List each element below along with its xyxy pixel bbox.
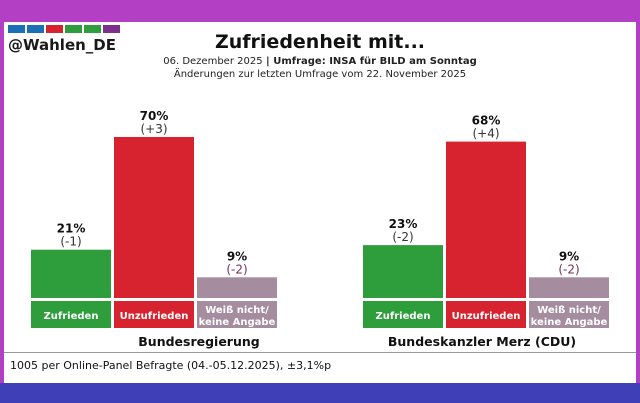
logo-block-4 — [84, 25, 101, 33]
logo-block-1 — [27, 25, 44, 33]
bottom-band — [0, 383, 640, 403]
poll-date: 06. Dezember 2025 — [163, 56, 263, 67]
group-title-bundesregierung: Bundesregierung — [138, 334, 260, 349]
chart-card: @Wahlen_DE Zufriedenheit mit... 06. Deze… — [4, 22, 636, 383]
subtitle-line: 06. Dezember 2025 | Umfrage: INSA für BI… — [4, 56, 636, 67]
change-label-g1-zufrieden: (-2) — [392, 230, 413, 244]
footer-divider — [4, 352, 636, 353]
logo-block-3 — [65, 25, 82, 33]
value-label-g1-unzufrieden: 68% — [472, 114, 501, 128]
change-label-g1-unzufrieden: (+4) — [472, 127, 499, 141]
logo-block-2 — [46, 25, 63, 33]
change-label-g1-weiss_nicht: (-2) — [558, 262, 579, 276]
category-box-g0-unzufrieden — [114, 301, 194, 328]
bar-g1-weiss_nicht — [529, 277, 609, 298]
chart-title: Zufriedenheit mit... — [214, 31, 426, 53]
poll-source: Umfrage: INSA für BILD am Sonntag — [273, 56, 477, 67]
category-box-g0-zufrieden — [31, 301, 111, 328]
category-label-line2-g1-weiss_nicht: keine Angabe — [531, 317, 608, 328]
change-label-g0-unzufrieden: (+3) — [140, 122, 167, 136]
value-label-g1-zufrieden: 23% — [389, 217, 418, 231]
value-label-g1-weiss_nicht: 9% — [559, 249, 579, 263]
category-label-line1-g1-weiss_nicht: Weiß nicht/ — [537, 305, 601, 316]
category-label-line1-g0-weiss_nicht: Weiß nicht/ — [205, 305, 269, 316]
bar-g0-weiss_nicht — [197, 277, 277, 298]
bar-g0-zufrieden — [31, 249, 111, 298]
value-label-g0-weiss_nicht: 9% — [227, 249, 247, 263]
change-label-g0-weiss_nicht: (-2) — [226, 262, 247, 276]
category-label-g0-unzufrieden: Unzufrieden — [120, 311, 189, 322]
logo-color-strip — [8, 25, 120, 33]
bar-g1-zufrieden — [363, 245, 443, 298]
bar-g0-unzufrieden — [114, 137, 194, 298]
bar-g1-unzufrieden — [446, 141, 526, 298]
category-box-g1-weiss_nicht — [529, 301, 609, 328]
account-handle: @Wahlen_DE — [8, 36, 117, 54]
category-label-line2-g0-weiss_nicht: keine Angabe — [199, 317, 276, 328]
logo-block-0 — [8, 25, 25, 33]
category-box-g0-weiss_nicht — [197, 301, 277, 328]
bar-chart: 21%(-1)Zufrieden70%(+3)Unzufrieden9%(-2)… — [31, 109, 609, 328]
changes-note: Änderungen zur letzten Umfrage vom 22. N… — [173, 69, 467, 80]
category-label-g1-unzufrieden: Unzufrieden — [452, 311, 521, 322]
category-box-g1-zufrieden — [363, 301, 443, 328]
change-label-g0-zufrieden: (-1) — [60, 235, 81, 249]
subtitle-separator: | — [262, 56, 274, 67]
category-label-g1-zufrieden: Zufrieden — [376, 311, 431, 322]
category-label-g0-zufrieden: Zufrieden — [44, 311, 99, 322]
footer-note: 1005 per Online-Panel Befragte (04.-05.1… — [10, 359, 332, 372]
category-box-g1-unzufrieden — [446, 301, 526, 328]
group-title-merz: Bundeskanzler Merz (CDU) — [387, 334, 577, 349]
value-label-g0-unzufrieden: 70% — [140, 109, 169, 123]
value-label-g0-zufrieden: 21% — [57, 222, 86, 236]
logo-block-5 — [103, 25, 120, 33]
